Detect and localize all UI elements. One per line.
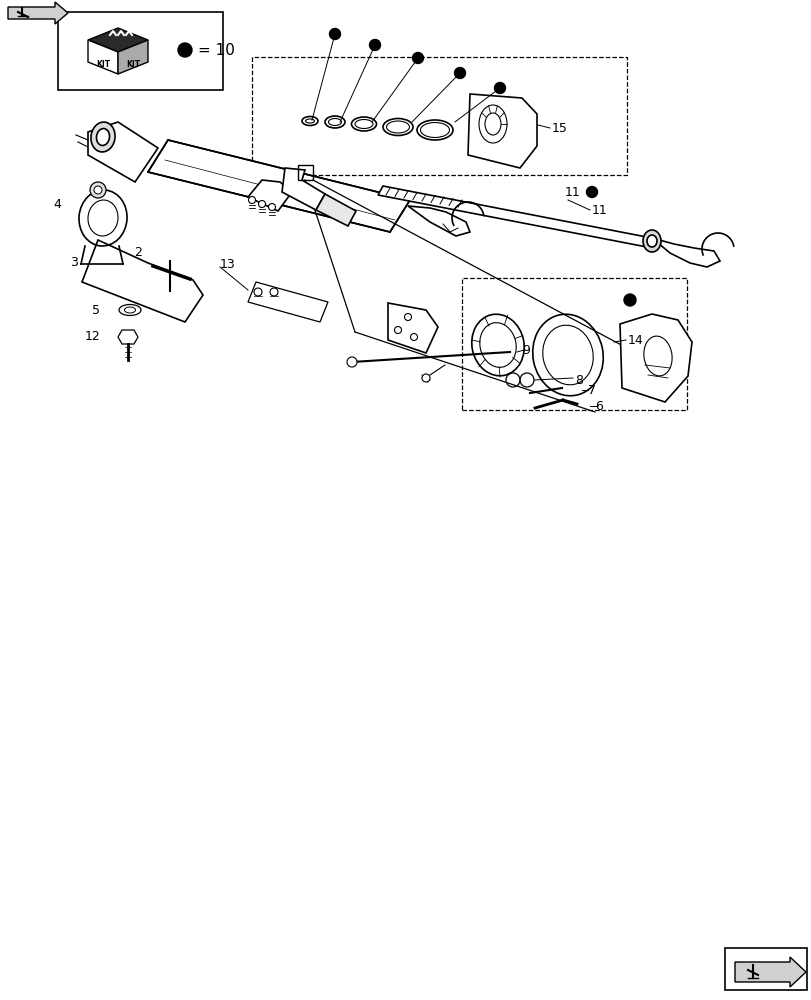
Circle shape <box>346 357 357 367</box>
Bar <box>58 12 223 90</box>
Polygon shape <box>388 303 437 353</box>
Polygon shape <box>148 140 410 232</box>
Polygon shape <box>734 957 805 987</box>
Text: 15: 15 <box>551 122 567 135</box>
Text: 5: 5 <box>92 304 100 316</box>
Circle shape <box>494 82 505 94</box>
Polygon shape <box>620 314 691 402</box>
Circle shape <box>329 28 340 40</box>
Circle shape <box>369 39 380 51</box>
Text: 9: 9 <box>521 344 530 357</box>
Polygon shape <box>88 40 118 74</box>
Text: 3: 3 <box>70 255 78 268</box>
Polygon shape <box>315 194 355 226</box>
Circle shape <box>586 186 597 198</box>
Ellipse shape <box>91 122 115 152</box>
Text: 11: 11 <box>591 204 607 217</box>
Polygon shape <box>651 238 719 267</box>
Polygon shape <box>281 168 324 210</box>
Polygon shape <box>247 180 292 211</box>
Bar <box>461 278 686 410</box>
Circle shape <box>258 201 265 208</box>
Text: KIT: KIT <box>126 60 139 69</box>
Text: 4: 4 <box>53 198 61 211</box>
Polygon shape <box>118 40 148 74</box>
Text: = 10: = 10 <box>198 43 234 58</box>
Polygon shape <box>88 122 158 182</box>
Circle shape <box>623 294 635 306</box>
Text: KIT: KIT <box>96 60 110 69</box>
Circle shape <box>90 182 106 198</box>
Text: 13: 13 <box>220 258 235 271</box>
Polygon shape <box>88 28 148 52</box>
Polygon shape <box>247 282 328 322</box>
Text: 8: 8 <box>574 373 582 386</box>
Circle shape <box>422 374 430 382</box>
Circle shape <box>268 204 275 211</box>
Circle shape <box>178 43 191 57</box>
Polygon shape <box>467 94 536 168</box>
Circle shape <box>412 52 423 64</box>
Ellipse shape <box>646 235 656 247</box>
Text: 2: 2 <box>134 246 142 259</box>
Polygon shape <box>8 2 68 24</box>
Bar <box>251 57 626 175</box>
Text: 11: 11 <box>564 186 580 199</box>
Text: 7: 7 <box>587 383 595 396</box>
Polygon shape <box>407 206 470 236</box>
Text: 14: 14 <box>627 334 643 347</box>
Circle shape <box>454 67 465 79</box>
Text: 12: 12 <box>84 330 100 344</box>
Circle shape <box>248 197 255 204</box>
Polygon shape <box>118 330 138 344</box>
Polygon shape <box>378 186 656 248</box>
Bar <box>298 165 312 180</box>
Ellipse shape <box>97 129 109 145</box>
Ellipse shape <box>642 230 660 252</box>
Circle shape <box>94 186 102 194</box>
Polygon shape <box>82 240 203 322</box>
Bar <box>724 948 806 990</box>
Text: 6: 6 <box>594 399 602 412</box>
